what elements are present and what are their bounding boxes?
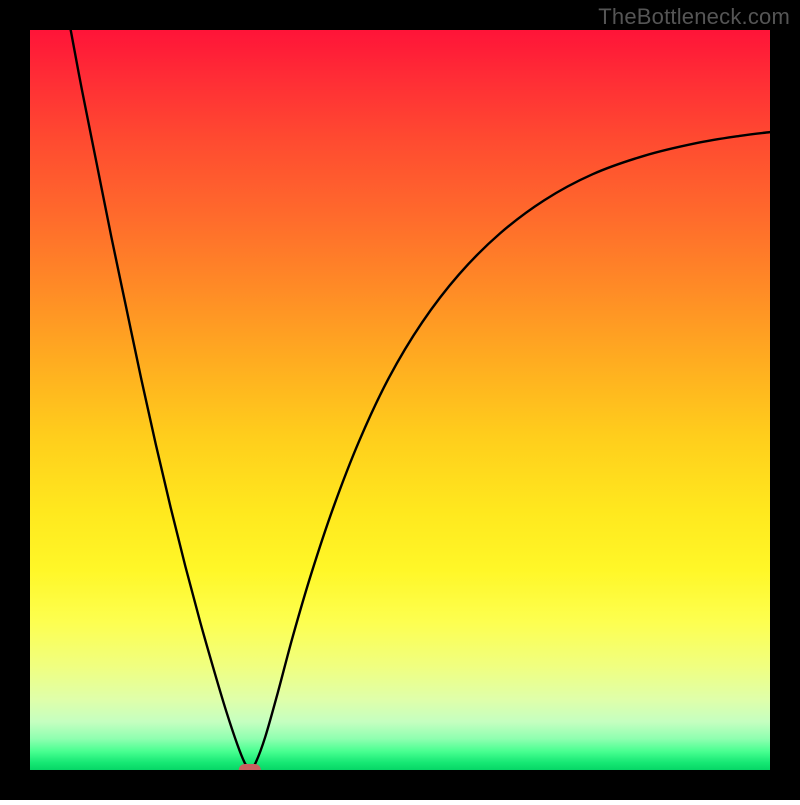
bottleneck-chart bbox=[0, 0, 800, 800]
chart-container: TheBottleneck.com bbox=[0, 0, 800, 800]
chart-background-gradient bbox=[30, 30, 770, 770]
watermark-text: TheBottleneck.com bbox=[598, 4, 790, 30]
